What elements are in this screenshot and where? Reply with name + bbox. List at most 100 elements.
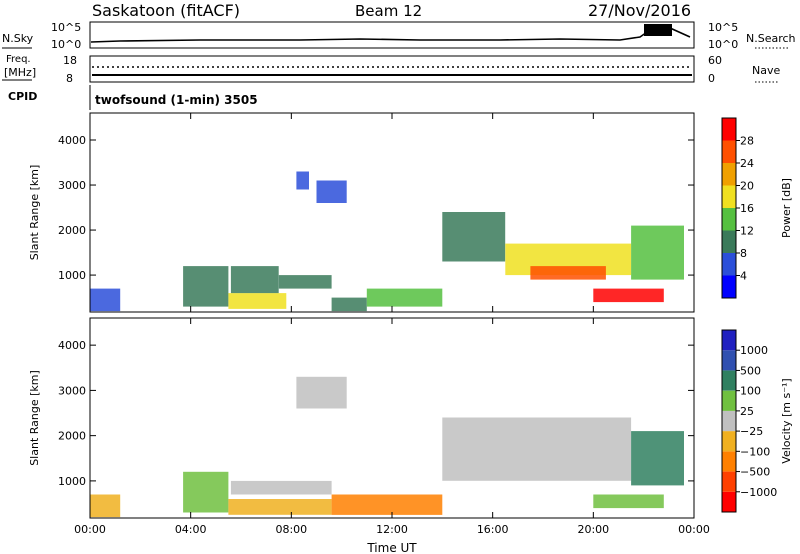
power-panel-colorbar-swatch	[722, 163, 736, 186]
velocity-panel-colorbar-tick-label: −500	[740, 466, 770, 479]
power-panel-y-tick-label: 4000	[58, 134, 86, 147]
velocity-panel-colorbar-swatch	[722, 370, 736, 391]
velocity-panel-colorbar-tick-label: −25	[740, 425, 763, 438]
power-panel-colorbar-swatch	[722, 208, 736, 231]
nsky-label: N.Sky	[2, 32, 34, 45]
nsky-tick-top: 10^5	[51, 21, 81, 34]
power-panel-frame	[89, 112, 695, 313]
velocity-panel-data-cell	[230, 480, 332, 495]
freq-tick-bottom: 8	[66, 72, 73, 85]
velocity-panel-data-cell	[631, 431, 684, 486]
velocity-panel-colorbar-swatch	[722, 350, 736, 371]
power-panel-data-cell	[442, 212, 506, 262]
power-panel-data-cell	[278, 275, 332, 289]
velocity-panel-x-tick-label: 04:00	[175, 523, 207, 536]
velocity-panel-x-tick-label: 00:00	[74, 523, 106, 536]
beam-title: Beam 12	[355, 2, 422, 20]
power-panel-colorbar-swatch	[722, 140, 736, 163]
power-panel-data-cell	[230, 266, 279, 294]
velocity-panel-colorbar-swatch	[722, 330, 736, 351]
power-panel-colorbar-swatch	[722, 253, 736, 276]
velocity-panel-colorbar-tick-label: −1000	[740, 486, 777, 499]
power-panel-data-cell	[316, 180, 347, 203]
velocity-panel-colorbar-tick-label: 1000	[740, 344, 768, 357]
velocity-panel-colorbar-tick-label: −100	[740, 445, 770, 458]
power-panel-data-cell	[183, 266, 229, 307]
power-panel-colorbar-tick-label: 16	[740, 202, 754, 215]
nsearch-tick-top: 10^5	[708, 21, 738, 34]
power-panel-colorbar-tick-label: 4	[740, 270, 747, 283]
velocity-panel-colorbar-label: Velocity [m s⁻¹]	[780, 378, 793, 463]
power-panel-data-cell	[593, 288, 664, 303]
velocity-panel-colorbar-swatch	[722, 451, 736, 472]
nsearch-label: N.Search	[746, 32, 796, 45]
velocity-panel-colorbar-swatch	[722, 431, 736, 452]
power-panel-data-cell	[366, 288, 443, 307]
power-panel: 1000 2000 3000 4000 Slant Range [km] 4 8 12 16 20…	[28, 112, 793, 313]
velocity-panel-y-tick-label: 4000	[58, 339, 86, 352]
velocity-panel-colorbar-frame	[721, 329, 737, 513]
station-title: Saskatoon (fitACF)	[92, 1, 240, 20]
power-panel-data-cell	[228, 293, 287, 309]
power-panel-y-tick-label: 1000	[58, 269, 86, 282]
nave-tick-bottom: 0	[708, 72, 715, 85]
freq-label-2: [MHz]	[4, 66, 36, 79]
power-panel-colorbar-swatch	[722, 185, 736, 208]
velocity-panel-y-tick-label: 3000	[58, 384, 86, 397]
velocity-panel-colorbar-swatch	[722, 491, 736, 512]
velocity-panel-x-tick-label: 20:00	[577, 523, 609, 536]
velocity-panel-x-tick-label: 08:00	[275, 523, 307, 536]
velocity-panel-data-cell	[593, 494, 664, 509]
velocity-panel-data-cell	[296, 376, 347, 409]
x-axis-label: Time UT	[366, 541, 417, 554]
velocity-panel-colorbar-swatch	[722, 390, 736, 411]
velocity-panel-x-tick-label: 16:00	[477, 523, 509, 536]
cpid-label: CPID	[8, 90, 37, 103]
velocity-panel-x-tick-label: 12:00	[376, 523, 408, 536]
nsky-trace	[90, 27, 691, 43]
power-panel-data-cell	[631, 225, 684, 280]
cpid-text: twofsound (1-min) 3505	[95, 93, 258, 107]
velocity-panel-data-cell	[183, 471, 229, 513]
freq-label-1: Freq.	[6, 54, 31, 65]
velocity-panel-colorbar-tick-label: 25	[740, 405, 754, 418]
power-panel-data-cell	[296, 171, 309, 190]
power-panel-colorbar-swatch	[722, 275, 736, 298]
power-panel-y-tick-label: 2000	[58, 224, 86, 237]
velocity-panel-data-cell	[228, 499, 332, 515]
power-panel-colorbar-label: Power [dB]	[780, 178, 793, 238]
power-panel-colorbar-swatch	[722, 230, 736, 253]
freq-tick-top: 18	[63, 54, 77, 67]
power-panel-data-cell	[90, 288, 121, 312]
power-panel-colorbar-swatch	[722, 118, 736, 141]
nave-label: Nave	[752, 64, 780, 77]
date-title: 27/Nov/2016	[588, 1, 691, 20]
velocity-panel-colorbar-swatch	[722, 471, 736, 492]
velocity-panel: 1000 2000 3000 4000 00:00 04:00 08:00 12:00 16:0…	[28, 317, 793, 536]
power-panel-colorbar-tick-label: 12	[740, 225, 754, 238]
velocity-panel-colorbar-tick-label: 100	[740, 385, 761, 398]
velocity-panel-data-cell	[90, 494, 121, 518]
nsearch-tick-bottom: 10^0	[708, 38, 738, 51]
nsearch-burst	[644, 24, 672, 36]
velocity-panel-y-tick-label: 2000	[58, 430, 86, 443]
velocity-panel-data-cell	[331, 494, 443, 515]
power-panel-data-cell	[530, 266, 606, 280]
freq-panel-frame	[89, 55, 695, 83]
power-panel-y-axis-label: Slant Range [km]	[28, 165, 41, 261]
power-panel-colorbar-tick-label: 8	[740, 247, 747, 260]
power-panel-colorbar-tick-label: 20	[740, 180, 754, 193]
nave-tick-top: 60	[708, 54, 722, 67]
power-panel-data-cell	[331, 297, 367, 312]
velocity-panel-y-tick-label: 1000	[58, 475, 86, 488]
power-panel-colorbar-tick-label: 24	[740, 157, 754, 170]
power-panel-colorbar-tick-label: 28	[740, 135, 754, 148]
nsky-tick-bottom: 10^0	[51, 38, 81, 51]
velocity-panel-y-axis-label: Slant Range [km]	[28, 370, 41, 466]
nsky-panel-frame	[89, 21, 695, 49]
velocity-panel-x-tick-label: 00:00	[678, 523, 710, 536]
velocity-panel-data-cell	[442, 417, 632, 481]
velocity-panel-colorbar-swatch	[722, 410, 736, 432]
power-panel-y-tick-label: 3000	[58, 179, 86, 192]
